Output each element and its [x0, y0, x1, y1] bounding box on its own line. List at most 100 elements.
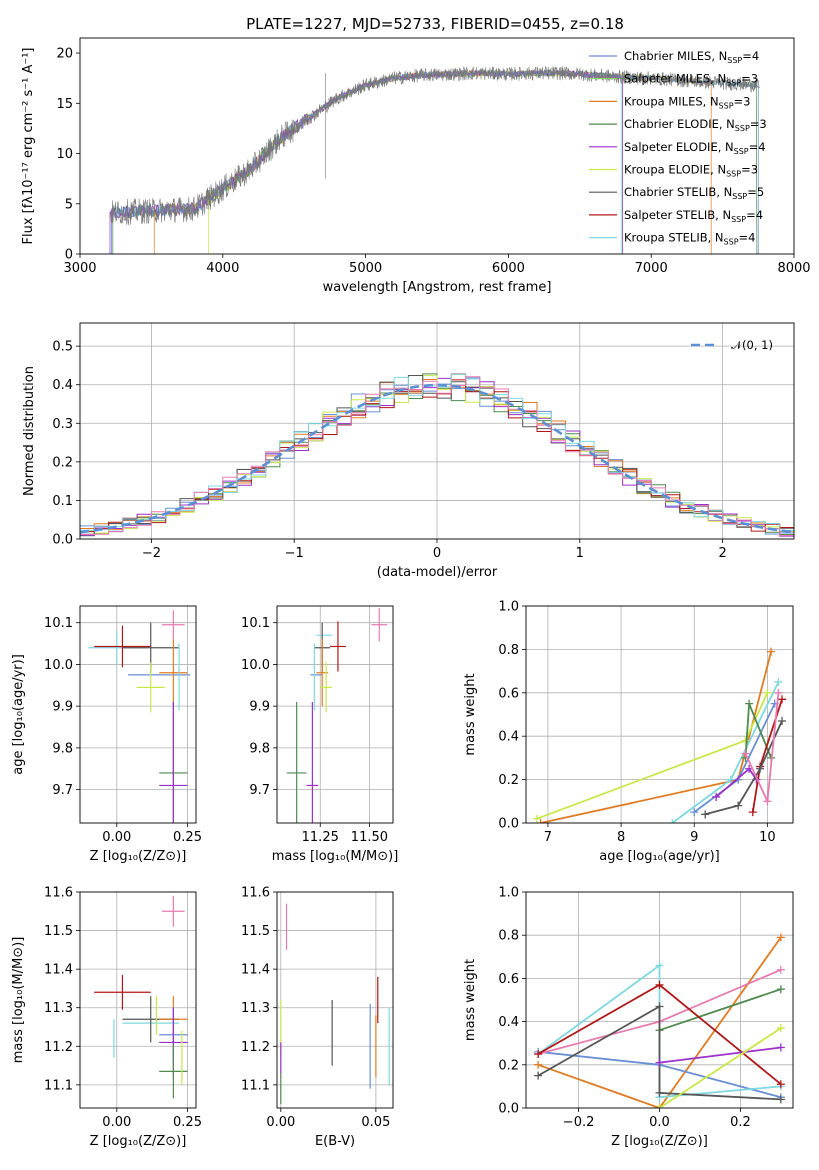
axes-frame — [525, 891, 794, 1109]
y-tick-label: 1.0 — [498, 600, 519, 615]
plus-marker — [741, 736, 750, 745]
x-tick-label: −0.2 — [563, 1115, 595, 1130]
y-tick-label: 0.6 — [498, 686, 519, 701]
legend-sub: SSP — [731, 215, 746, 224]
x-tick-label: 8 — [617, 830, 625, 845]
plus-marker — [776, 1024, 785, 1033]
plot-area-weight_vs_Z — [534, 933, 785, 1108]
legend-entry: Chabrier MILES, NSSP=4 — [624, 49, 759, 65]
legend-sub: SSP — [724, 238, 739, 247]
plus-marker — [655, 1058, 664, 1067]
y-axis-label: age [log₁₀(age/yr)] — [11, 654, 26, 775]
legend-sub: SSP — [735, 124, 750, 133]
plus-marker — [712, 792, 721, 801]
x-tick-label: 7 — [544, 830, 552, 845]
plus-marker — [655, 1104, 664, 1108]
legend-tail: =4 — [742, 49, 759, 63]
x-tick-label: 7000 — [635, 261, 668, 276]
y-tick-label: 20 — [56, 47, 73, 62]
plus-marker — [763, 688, 772, 697]
axes-frame — [79, 891, 197, 1109]
axes-spectrum: 3000 4000 5000 6000 7000 8000 0 5 10 15 20 waveleng… — [21, 47, 811, 295]
plus-marker — [655, 1088, 664, 1097]
y-tick-label: 0.2 — [498, 773, 519, 788]
histogram-step — [80, 376, 794, 536]
plus-marker — [668, 819, 677, 823]
x-tick-label: 0.25 — [173, 830, 202, 845]
legend-tail: =3 — [741, 163, 758, 177]
legend-tail: =3 — [734, 94, 751, 108]
legend-tail: =5 — [747, 185, 764, 199]
y-axis-label: Normed distribution — [22, 366, 37, 496]
x-axis-label: Z [log₁₀(Z/Z⊙)] — [90, 1134, 187, 1149]
plot-area-residual_hist — [80, 373, 794, 537]
x-tick-label: 0.05 — [361, 1115, 390, 1130]
axes-weight_vs_age: 7 8 9 10 0.0 0.2 0.4 0.6 0.8 1.0 age [log₁₀(age/yr… — [463, 600, 793, 864]
series-line — [704, 720, 783, 816]
series-line — [537, 936, 782, 1108]
y-tick-label: 0.8 — [498, 929, 519, 944]
axes-frame — [79, 37, 795, 255]
y-axis-label: mass weight — [463, 959, 478, 1041]
legend-tail: =4 — [746, 208, 763, 222]
y-tick-label: 9.9 — [249, 700, 270, 715]
x-tick-label: 2 — [718, 546, 726, 561]
plus-marker — [756, 764, 765, 773]
legend-text: Chabrier MILES, N — [624, 49, 727, 63]
legend-entry: Kroupa ELODIE, NSSP=3 — [624, 163, 758, 179]
legend-text: Kroupa MILES, N — [624, 94, 719, 108]
legend-sub: SSP — [727, 56, 742, 65]
legend-sub: SSP — [726, 170, 741, 179]
x-tick-label: 1 — [576, 546, 584, 561]
legend-sub: SSP — [726, 79, 741, 88]
x-tick-label: 0.2 — [730, 1115, 751, 1130]
legend-sub: SSP — [734, 147, 749, 156]
legend-entry: Kroupa MILES, NSSP=3 — [624, 94, 750, 110]
y-tick-label: 0.5 — [52, 340, 73, 355]
legend-entry: Salpeter ELODIE, NSSP=4 — [624, 140, 766, 156]
series-line — [659, 1027, 782, 1108]
y-tick-label: 0.4 — [498, 730, 519, 745]
plus-marker — [745, 699, 754, 708]
legend-text: Chabrier ELODIE, N — [624, 117, 735, 131]
y-tick-label: 9.7 — [249, 783, 270, 798]
y-tick-label: 11.5 — [241, 924, 270, 939]
y-tick-label: 10.1 — [44, 616, 73, 631]
legend-entry: Chabrier STELIB, NSSP=5 — [624, 185, 764, 201]
y-tick-label: 11.6 — [241, 886, 270, 901]
legend-tail: =4 — [749, 140, 766, 154]
y-tick-label: 11.3 — [44, 1001, 73, 1016]
legend-text: Chabrier STELIB, N — [624, 185, 732, 199]
series-line — [659, 988, 782, 1032]
legend-tail: =3 — [750, 117, 767, 131]
y-tick-label: 0 — [65, 248, 73, 263]
plus-marker — [774, 688, 783, 697]
x-axis-label: wavelength [Angstrom, rest frame] — [323, 280, 552, 295]
plot-area-age_vs_mass — [286, 608, 388, 823]
y-tick-label: 10.1 — [241, 616, 270, 631]
legend-entry: 𝒩(0, 1) — [731, 338, 773, 352]
x-tick-label: 5000 — [349, 261, 382, 276]
y-tick-label: 11.1 — [241, 1078, 270, 1093]
axes-frame — [525, 605, 794, 824]
y-tick-label: 9.8 — [249, 741, 270, 756]
x-axis-label: (data-model)/error — [377, 565, 498, 580]
legend-text: Kroupa STELIB, N — [624, 231, 724, 245]
x-tick-label: 0.00 — [102, 1115, 131, 1130]
y-tick-label: 11.5 — [44, 924, 73, 939]
y-tick-label: 0.4 — [498, 1015, 519, 1030]
legend-sub: SSP — [719, 101, 734, 110]
y-tick-label: 10 — [56, 147, 73, 162]
y-axis-label: mass weight — [463, 673, 478, 755]
plus-marker — [778, 695, 787, 704]
y-axis-label: Flux [fλ10⁻¹⁷ erg cm⁻² s⁻¹ A⁻¹] — [21, 48, 36, 245]
legend-text: Salpeter MILES, N — [624, 72, 726, 86]
y-tick-label: 11.1 — [44, 1078, 73, 1093]
plus-marker — [655, 980, 664, 989]
axes-residual_hist: −2 −1 0 1 2 0.0 0.1 0.2 0.3 0.4 0.5 (data-model)/er… — [22, 323, 794, 580]
y-tick-label: 0.8 — [498, 643, 519, 658]
x-tick-label: 0.00 — [102, 830, 131, 845]
legend-sub: SSP — [732, 192, 747, 201]
y-tick-label: 0.0 — [52, 533, 73, 548]
plot-area-age_vs_Z — [88, 610, 191, 823]
